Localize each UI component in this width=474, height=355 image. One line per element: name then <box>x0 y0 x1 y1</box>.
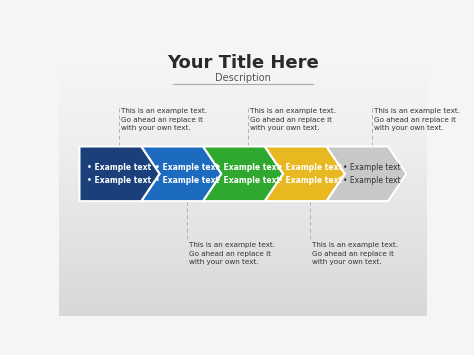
Text: Your Title Here: Your Title Here <box>167 54 319 72</box>
Text: This is an example text.
Go ahead an replace it
with your own text.: This is an example text. Go ahead an rep… <box>250 108 336 131</box>
Polygon shape <box>80 147 160 201</box>
Text: This is an example text.
Go ahead an replace it
with your own text.: This is an example text. Go ahead an rep… <box>312 242 398 265</box>
Text: This is an example text.
Go ahead an replace it
with your own text.: This is an example text. Go ahead an rep… <box>374 108 460 131</box>
Polygon shape <box>264 147 345 201</box>
Text: • Example text
• Example text: • Example text • Example text <box>278 163 342 185</box>
Polygon shape <box>203 147 283 201</box>
Text: • Example text
• Example text: • Example text • Example text <box>216 163 281 185</box>
Text: • Example text
• Example text: • Example text • Example text <box>87 163 152 185</box>
Polygon shape <box>141 147 221 201</box>
Text: Description: Description <box>215 72 271 83</box>
Text: • Example text
• Example text: • Example text • Example text <box>343 163 401 185</box>
Polygon shape <box>326 147 406 201</box>
Text: This is an example text.
Go ahead an replace it
with your own text.: This is an example text. Go ahead an rep… <box>121 108 207 131</box>
Text: • Example text
• Example text: • Example text • Example text <box>155 163 219 185</box>
Text: This is an example text.
Go ahead an replace it
with your own text.: This is an example text. Go ahead an rep… <box>189 242 274 265</box>
